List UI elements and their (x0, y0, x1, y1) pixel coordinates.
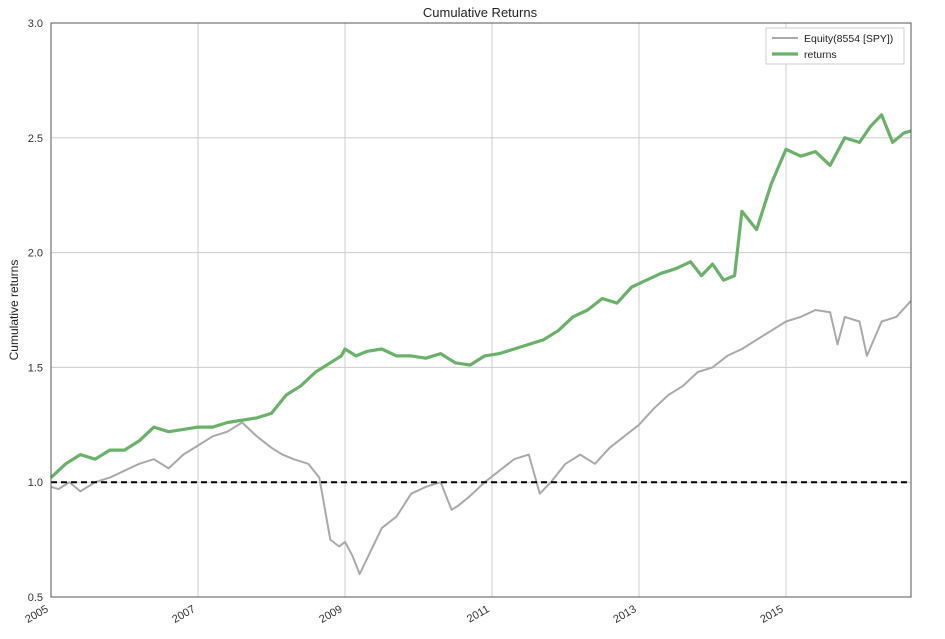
legend-box (765, 27, 905, 65)
chart-title: Cumulative Returns (423, 5, 538, 20)
y-tick-label: 0.5 (28, 592, 43, 604)
x-axis-ticks: 2005 2007 2009 2011 2013 2015 (23, 603, 785, 626)
legend-label: returns (804, 49, 837, 61)
x-tick-label: 2007 (170, 603, 197, 626)
x-tick-label: 2015 (758, 603, 785, 626)
legend: Equity(8554 [SPY]) returns (765, 27, 905, 65)
x-tick-label: 2013 (611, 603, 638, 626)
x-tick-label: 2005 (23, 603, 50, 626)
y-tick-label: 2.5 (28, 133, 43, 145)
y-tick-label: 2.0 (28, 248, 43, 260)
series-line-spy-equity (50, 300, 912, 575)
series-line-returns (49, 113, 912, 479)
plot-area-frame (50, 22, 912, 598)
x-tick-label: 2009 (317, 603, 344, 626)
y-axis-label: Cumulative returns (7, 260, 21, 361)
y-tick-label: 1.5 (28, 362, 43, 374)
x-tick-label: 2011 (465, 603, 491, 625)
series-layer (49, 113, 912, 575)
grid-lines (50, 22, 911, 598)
y-axis-ticks: 0.5 1.0 1.5 2.0 2.5 3.0 (28, 18, 43, 604)
y-tick-label: 1.0 (28, 477, 43, 489)
legend-label: Equity(8554 [SPY]) (804, 33, 893, 45)
y-tick-label: 3.0 (28, 18, 43, 30)
